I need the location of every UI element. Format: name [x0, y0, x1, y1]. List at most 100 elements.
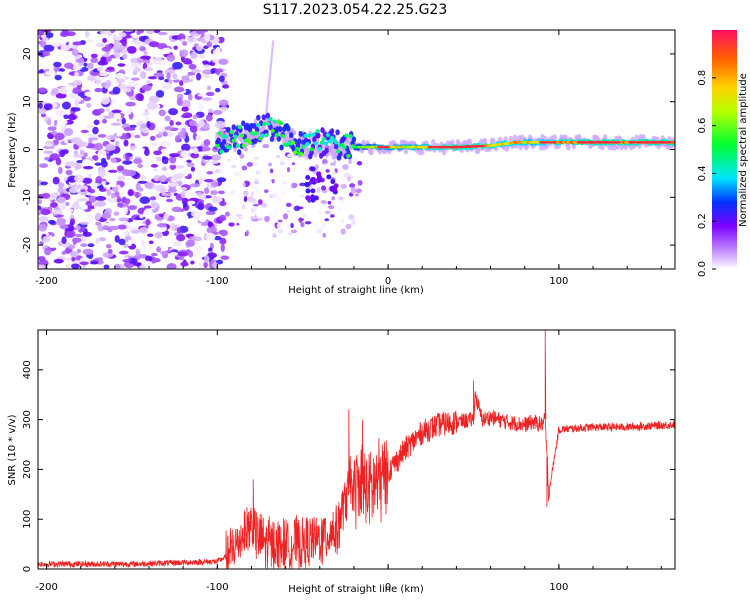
- noise-blob: [110, 158, 117, 164]
- noise-blob: [78, 185, 89, 191]
- noise-blob: [64, 139, 69, 144]
- noise-blob: [207, 252, 217, 259]
- noise-blob: [164, 78, 169, 83]
- noise-blob: [286, 166, 291, 173]
- noise-blob: [218, 75, 225, 83]
- noise-blob: [133, 158, 143, 165]
- noise-blob: [140, 239, 145, 246]
- noise-blob: [262, 144, 270, 149]
- snr-y-ticks: 0 100 200 300 400: [22, 360, 675, 572]
- noise-blob: [101, 212, 112, 219]
- noise-blob: [68, 187, 79, 194]
- noise-blob: [169, 31, 180, 36]
- noise-blob: [109, 30, 116, 34]
- noise-blob: [129, 124, 137, 128]
- noise-blob: [235, 214, 243, 217]
- noise-blob: [82, 165, 94, 170]
- ridge-halo: [403, 148, 409, 155]
- noise-blob: [189, 183, 201, 188]
- noise-blob: [51, 87, 60, 95]
- noise-blob: [268, 162, 272, 167]
- noise-blob: [291, 162, 296, 166]
- noise-blob: [173, 45, 178, 50]
- noise-blob: [145, 30, 155, 35]
- noise-blob: [218, 99, 229, 107]
- colorbar: 0.0 0.2 0.4 0.6 0.8 Normalized spectral ampl…: [697, 30, 749, 277]
- noise-blob: [236, 222, 240, 226]
- noise-blob: [140, 55, 151, 60]
- noise-blob: [227, 160, 232, 165]
- noise-blob: [93, 119, 100, 126]
- noise-blob: [172, 173, 183, 180]
- ridge-halo: [641, 134, 646, 141]
- ridge-mid: [351, 136, 357, 143]
- ridge-mid: [333, 143, 339, 150]
- noise-blob: [146, 233, 154, 238]
- noise-blob: [337, 196, 344, 201]
- noise-blob: [272, 192, 278, 199]
- noise-blob: [65, 161, 76, 167]
- noise-blob: [118, 250, 129, 255]
- snr-panel: -200 -100 0 100 0 100 200 300 400 Height of str…: [7, 329, 676, 595]
- noise-blob: [288, 232, 292, 236]
- noise-blob: [189, 125, 198, 133]
- noise-blob: [165, 178, 170, 182]
- noise-blob: [73, 154, 84, 158]
- noise-blob: [94, 142, 104, 151]
- noise-blob: [101, 46, 111, 52]
- noise-blob: [282, 213, 289, 220]
- noise-blob: [348, 214, 355, 221]
- spectrogram-x-ticks: -200 -100 0 100: [35, 30, 662, 287]
- noise-blob: [315, 228, 323, 234]
- colorbar-ticks: 0.0 0.2 0.4 0.6 0.8: [697, 70, 716, 277]
- noise-blob: [65, 264, 71, 269]
- noise-blob: [171, 206, 182, 213]
- noise-blob: [340, 183, 347, 189]
- ridge-core: [227, 145, 232, 150]
- colorbar-tick-label: 0.4: [697, 165, 708, 181]
- noise-blob: [330, 214, 335, 218]
- noise-blob: [277, 229, 284, 234]
- noise-blob: [350, 219, 357, 226]
- ridge-mid: [329, 128, 335, 135]
- noise-blob: [126, 108, 132, 115]
- noise-blob: [330, 162, 335, 166]
- noise-blob: [301, 186, 307, 190]
- noise-blob: [145, 218, 151, 226]
- noise-blob: [201, 146, 211, 152]
- noise-blob: [41, 37, 49, 42]
- noise-blob: [250, 191, 254, 197]
- noise-blob: [133, 262, 142, 267]
- noise-blob: [251, 198, 257, 204]
- noise-blob: [186, 162, 195, 167]
- noise-blob: [218, 168, 224, 174]
- noise-blob: [139, 46, 147, 52]
- noise-blob: [143, 99, 150, 104]
- ridge-core: [307, 133, 312, 138]
- noise-blob: [285, 202, 292, 207]
- noise-blob: [111, 109, 122, 114]
- noise-blob: [63, 253, 72, 259]
- noise-blob: [257, 199, 263, 205]
- noise-blob: [220, 243, 225, 252]
- noise-blob: [155, 133, 163, 139]
- noise-blob: [116, 78, 125, 84]
- ridge-core: [323, 141, 329, 146]
- noise-blob: [187, 173, 192, 179]
- noise-blob: [199, 53, 205, 59]
- noise-blob: [55, 109, 66, 117]
- ridge-halo: [441, 149, 447, 156]
- noise-blob: [277, 219, 283, 223]
- noise-blob: [168, 108, 178, 116]
- noise-blob: [197, 93, 207, 97]
- noise-blob: [203, 30, 208, 33]
- noise-blob: [150, 163, 159, 168]
- noise-blob: [75, 225, 81, 231]
- noise-blob: [348, 157, 352, 165]
- noise-blob: [263, 189, 269, 193]
- noise-blob: [122, 258, 132, 263]
- noise-blob: [79, 261, 89, 266]
- noise-blob: [314, 164, 320, 170]
- noise-blob: [182, 58, 192, 65]
